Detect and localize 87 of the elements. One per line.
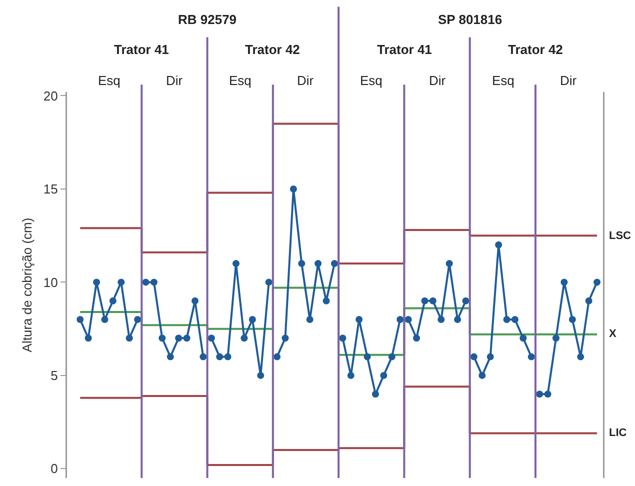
point <box>216 353 224 360</box>
point <box>134 316 142 323</box>
point <box>568 316 576 323</box>
text: SP 801816 <box>438 12 502 27</box>
point <box>224 353 232 360</box>
y-tick-label: 15 <box>43 182 58 197</box>
text: Dir <box>297 73 314 88</box>
point <box>503 316 510 323</box>
point <box>421 297 428 304</box>
point <box>486 353 494 360</box>
text: Esq <box>229 73 252 88</box>
text: Trator 41 <box>377 42 432 57</box>
point <box>248 316 256 323</box>
point <box>470 353 478 360</box>
point <box>265 278 272 286</box>
text: Trator 42 <box>245 42 300 57</box>
point <box>191 297 198 304</box>
point <box>544 390 552 398</box>
point <box>462 297 470 304</box>
point <box>200 353 207 360</box>
point <box>446 260 453 268</box>
point <box>380 372 388 379</box>
text: Esq <box>360 73 382 88</box>
point <box>364 353 371 360</box>
point <box>478 372 486 379</box>
point <box>528 353 535 360</box>
y-tick-label: 20 <box>43 88 58 104</box>
point <box>84 334 92 342</box>
text: Dir <box>560 73 578 88</box>
y-tick-label: 0 <box>50 461 58 476</box>
point <box>109 297 116 304</box>
point <box>536 390 544 398</box>
point <box>429 297 436 304</box>
point <box>560 278 568 286</box>
point <box>413 334 420 342</box>
y-tick-label: 5 <box>50 368 58 383</box>
point <box>520 334 527 342</box>
point <box>438 316 445 323</box>
point <box>257 372 264 379</box>
point <box>552 334 560 342</box>
point <box>322 297 330 304</box>
point <box>274 353 281 360</box>
point <box>495 241 502 248</box>
point <box>511 316 518 323</box>
text: Esq <box>492 73 514 88</box>
text: Trator 42 <box>508 42 563 57</box>
text: Esq <box>98 73 120 88</box>
point <box>150 278 158 286</box>
point <box>356 316 363 323</box>
point <box>282 334 289 342</box>
point <box>118 278 125 286</box>
point <box>126 334 133 342</box>
point <box>594 278 601 286</box>
text: Dir <box>429 73 446 88</box>
series-label: LIC <box>609 427 627 439</box>
point <box>101 316 108 323</box>
point <box>183 334 190 342</box>
point <box>306 316 314 323</box>
point <box>298 260 306 268</box>
point <box>454 316 462 323</box>
text: RB 92579 <box>178 12 237 27</box>
point <box>585 297 592 304</box>
point <box>388 353 396 360</box>
point <box>240 334 248 342</box>
point <box>404 316 412 323</box>
text: Dir <box>166 73 184 88</box>
y-tick-label: 10 <box>43 274 58 290</box>
point <box>372 390 379 398</box>
point <box>396 316 404 323</box>
point <box>93 278 100 286</box>
point <box>577 353 584 360</box>
point <box>208 334 215 342</box>
point <box>339 334 346 342</box>
point <box>175 334 182 342</box>
point <box>76 316 84 323</box>
series-label: X <box>609 328 617 340</box>
point <box>232 260 240 268</box>
point <box>142 278 150 286</box>
series-label: LSC <box>609 230 632 242</box>
text: Trator 41 <box>114 42 169 57</box>
point <box>166 353 174 360</box>
point <box>158 334 166 342</box>
point <box>330 260 338 268</box>
point <box>314 260 322 268</box>
point <box>347 372 354 379</box>
point <box>290 185 297 192</box>
y-axis-title: Altura de cobrição (cm) <box>20 218 35 352</box>
